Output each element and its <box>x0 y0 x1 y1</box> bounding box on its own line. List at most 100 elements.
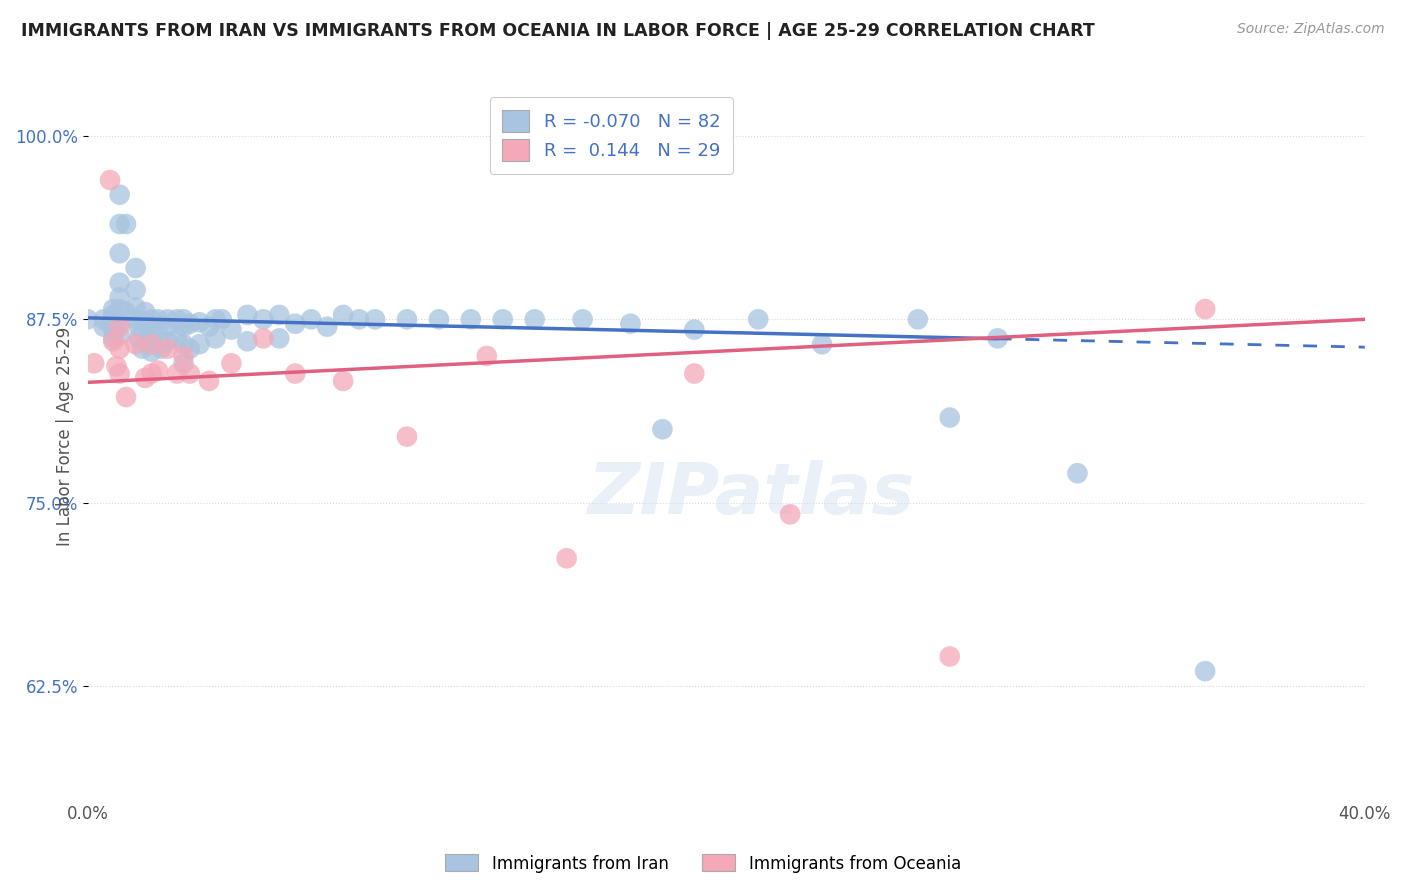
Point <box>316 319 339 334</box>
Point <box>252 331 274 345</box>
Point <box>156 312 179 326</box>
Point <box>141 367 163 381</box>
Point <box>179 342 201 356</box>
Point <box>103 317 125 331</box>
Point <box>252 312 274 326</box>
Point <box>124 301 146 315</box>
Point <box>146 312 169 326</box>
Point <box>269 331 291 345</box>
Point <box>173 356 195 370</box>
Point <box>124 283 146 297</box>
Point <box>115 390 138 404</box>
Point <box>460 312 482 326</box>
Point <box>146 326 169 341</box>
Point <box>141 312 163 326</box>
Point <box>475 349 498 363</box>
Point <box>98 317 121 331</box>
Point <box>811 337 834 351</box>
Point <box>108 301 131 316</box>
Point <box>204 312 226 326</box>
Point <box>173 312 195 326</box>
Point <box>128 319 150 334</box>
Point <box>131 342 153 356</box>
Point <box>105 359 128 374</box>
Point <box>364 312 387 326</box>
Point <box>93 319 115 334</box>
Point <box>115 217 138 231</box>
Point <box>108 290 131 304</box>
Legend: R = -0.070   N = 82, R =  0.144   N = 29: R = -0.070 N = 82, R = 0.144 N = 29 <box>489 97 733 174</box>
Point <box>198 374 221 388</box>
Point <box>156 334 179 349</box>
Point <box>103 301 125 316</box>
Point <box>108 276 131 290</box>
Point <box>347 312 370 326</box>
Point <box>198 319 221 334</box>
Point <box>221 322 243 336</box>
Text: IMMIGRANTS FROM IRAN VS IMMIGRANTS FROM OCEANIA IN LABOR FORCE | AGE 25-29 CORRE: IMMIGRANTS FROM IRAN VS IMMIGRANTS FROM … <box>21 22 1095 40</box>
Point <box>173 349 195 363</box>
Point <box>1194 664 1216 678</box>
Text: Source: ZipAtlas.com: Source: ZipAtlas.com <box>1237 22 1385 37</box>
Point <box>779 508 801 522</box>
Point <box>555 551 578 566</box>
Point <box>221 356 243 370</box>
Point <box>427 312 450 326</box>
Point <box>134 371 156 385</box>
Point <box>747 312 769 326</box>
Point <box>939 410 962 425</box>
Text: ZIPatlas: ZIPatlas <box>588 459 915 529</box>
Point <box>683 322 706 336</box>
Point <box>141 344 163 359</box>
Point <box>332 374 354 388</box>
Point <box>103 331 125 345</box>
Point <box>108 342 131 356</box>
Point <box>651 422 673 436</box>
Point <box>146 364 169 378</box>
Point <box>284 317 307 331</box>
Point <box>166 367 188 381</box>
Point <box>141 334 163 349</box>
Point <box>103 322 125 336</box>
Point <box>395 312 418 326</box>
Point <box>108 246 131 260</box>
Point <box>134 305 156 319</box>
Point <box>76 312 98 326</box>
Point <box>105 310 128 325</box>
Point <box>124 260 146 275</box>
Point <box>156 342 179 356</box>
Point <box>134 315 156 329</box>
Point <box>141 337 163 351</box>
Point <box>108 187 131 202</box>
Point <box>236 334 259 349</box>
Point <box>1066 467 1088 481</box>
Point <box>128 331 150 345</box>
Point <box>284 367 307 381</box>
Point <box>332 308 354 322</box>
Point <box>492 312 515 326</box>
Point <box>939 649 962 664</box>
Point <box>83 356 105 370</box>
Point <box>619 317 641 331</box>
Point <box>150 342 173 356</box>
Point <box>98 173 121 187</box>
Point <box>115 305 138 319</box>
Point <box>188 315 211 329</box>
Point <box>236 308 259 322</box>
Point <box>103 308 125 322</box>
Point <box>395 429 418 443</box>
Point <box>166 331 188 345</box>
Point <box>138 331 160 345</box>
Point <box>108 217 131 231</box>
Point <box>141 322 163 336</box>
Point <box>103 334 125 349</box>
Point <box>204 331 226 345</box>
Point <box>907 312 929 326</box>
Point <box>269 308 291 322</box>
Point <box>179 367 201 381</box>
Legend: Immigrants from Iran, Immigrants from Oceania: Immigrants from Iran, Immigrants from Oc… <box>439 847 967 880</box>
Point <box>211 312 233 326</box>
Point <box>987 331 1010 345</box>
Point <box>156 319 179 334</box>
Point <box>108 328 131 343</box>
